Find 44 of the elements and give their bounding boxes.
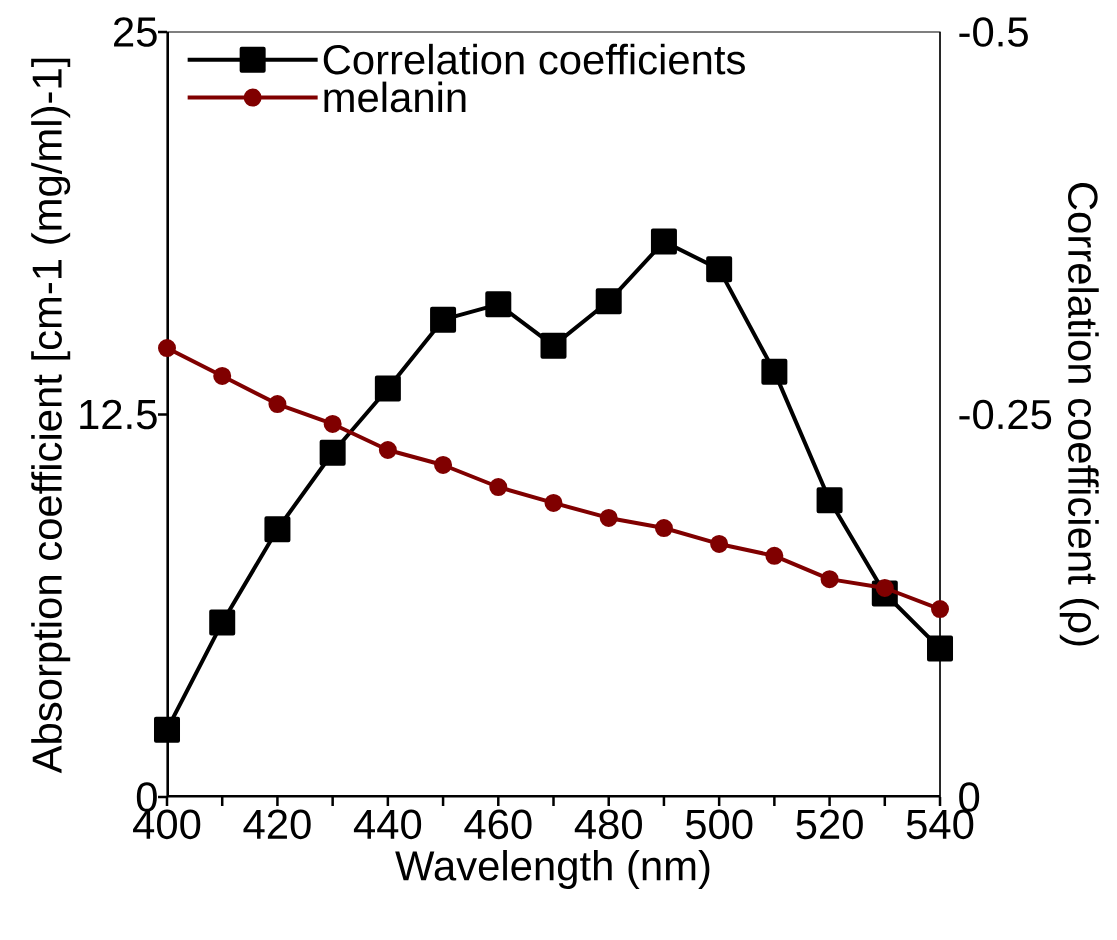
- point: [430, 306, 457, 333]
- point: [158, 339, 176, 358]
- x-tick-label: 420: [243, 809, 311, 840]
- point: [710, 534, 729, 553]
- point: [154, 716, 180, 743]
- point: [378, 440, 397, 459]
- point: [654, 519, 673, 538]
- point: [816, 487, 843, 514]
- point: [489, 478, 508, 497]
- point: [485, 291, 512, 318]
- point: [650, 228, 677, 255]
- x-tick-label: 520: [796, 809, 863, 840]
- point: [319, 439, 346, 466]
- x-tick-label: 500: [685, 809, 753, 840]
- x-tick-label: 460: [464, 809, 532, 840]
- point: [875, 579, 894, 597]
- y-tick-label: 12.5: [80, 399, 157, 430]
- point: [599, 508, 618, 527]
- y-axis-title: Absorption coefficient [cm-1 (mg/ml)-1]: [31, 58, 71, 774]
- point: [765, 546, 784, 565]
- legend-label: Correlation coefficients: [323, 43, 745, 75]
- y2-tick-label: -0.25: [959, 399, 1052, 430]
- point: [927, 635, 954, 662]
- point: [374, 375, 401, 402]
- point: [209, 609, 236, 636]
- point: [595, 288, 622, 315]
- point: [268, 395, 287, 414]
- point: [264, 516, 291, 543]
- legend-label: melanin: [324, 81, 466, 113]
- point: [434, 455, 453, 474]
- point: [323, 414, 342, 433]
- point: [706, 256, 733, 283]
- y2-tick-label: -0.5: [959, 17, 1028, 47]
- x-axis-title: Wavelength (nm): [395, 849, 710, 889]
- x-tick-label: 480: [574, 809, 642, 840]
- point: [931, 600, 950, 619]
- x-tick-label: 440: [353, 809, 422, 840]
- point: [213, 366, 232, 385]
- point: [761, 358, 788, 385]
- point: [544, 493, 563, 512]
- y2-axis-title: Correlation coefficient (ρ): [1059, 183, 1099, 646]
- y-tick-label: 25: [114, 17, 157, 47]
- point: [820, 570, 839, 589]
- point: [540, 332, 567, 359]
